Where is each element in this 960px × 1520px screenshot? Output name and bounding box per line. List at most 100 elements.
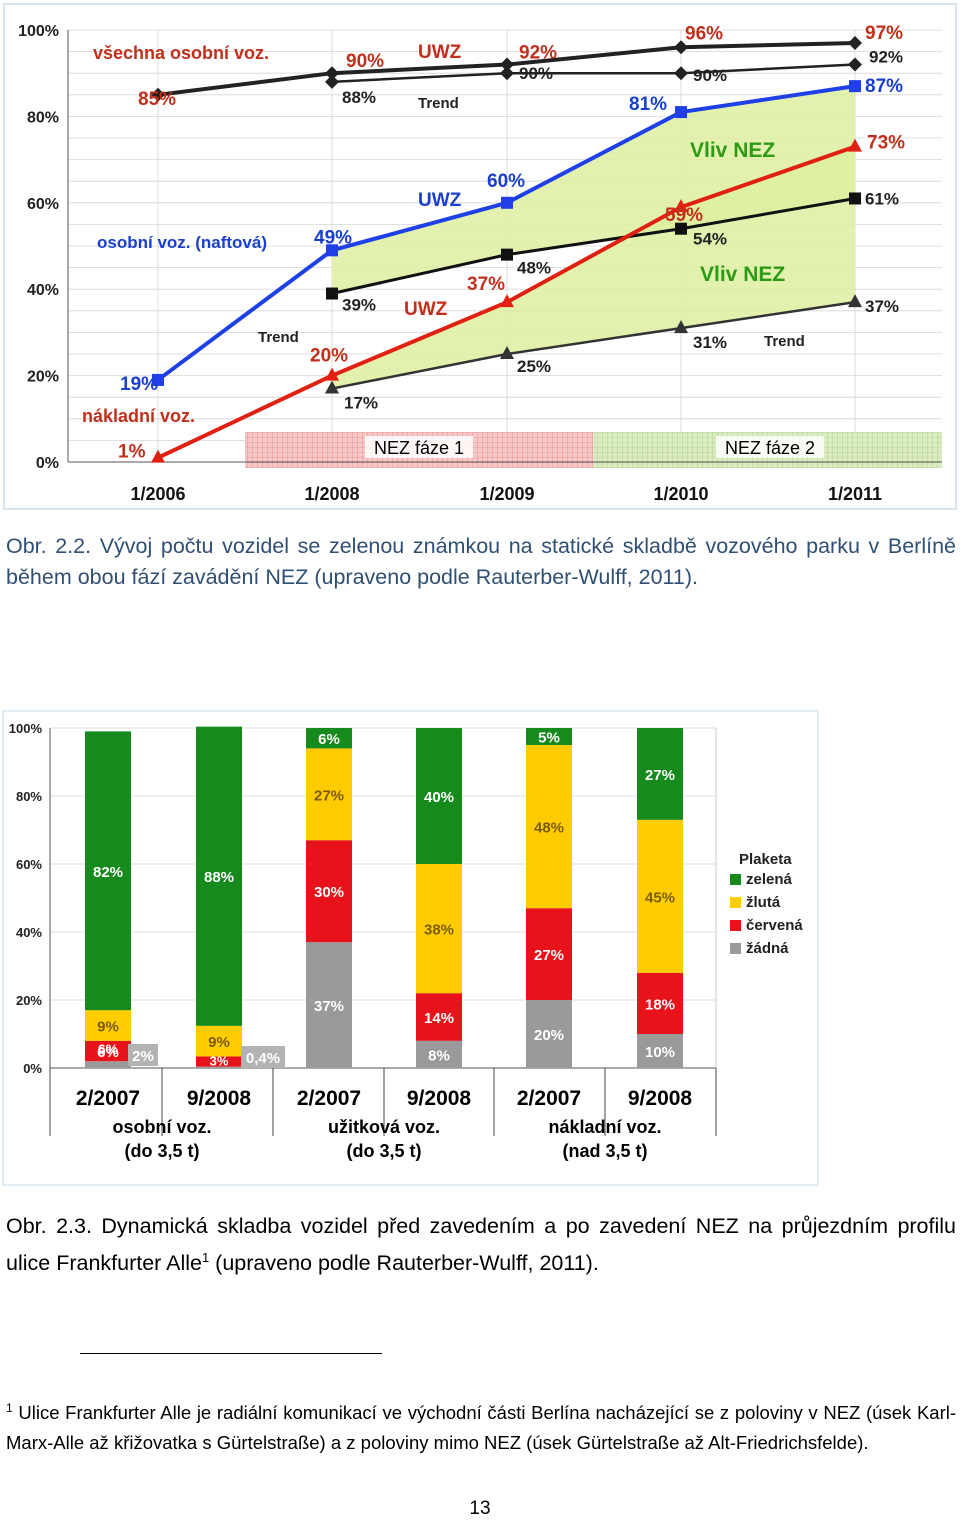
- uwz-annotation: UWZ: [418, 190, 462, 211]
- footnote-mark: 1: [6, 1401, 13, 1415]
- trucks-trend-data-label: 25%: [517, 357, 551, 376]
- trucks-series-marker: [848, 138, 862, 152]
- trucks-series-marker: [500, 294, 514, 308]
- none-plate-segment: [637, 1034, 683, 1068]
- diesel-cars-trend-data-label: 48%: [517, 259, 551, 278]
- trucks-trend-data-label: 17%: [344, 394, 378, 413]
- green-plate-segment: [416, 728, 462, 864]
- none-plate-segment: [85, 1061, 131, 1068]
- yellow-plate-label: 48%: [534, 820, 564, 837]
- all-cars-series-data-label: 92%: [519, 43, 557, 64]
- red-plate-segment: [85, 1040, 131, 1062]
- green-plate-label: 6%: [318, 731, 340, 748]
- red-plate-segment: [416, 993, 462, 1041]
- legend-label: červená: [746, 917, 803, 934]
- small-value-label-box: [128, 1044, 158, 1066]
- all-cars-trend-marker: [848, 57, 862, 72]
- diesel-nez-influence-band: [332, 86, 855, 294]
- none-plate-segment: [526, 1000, 572, 1068]
- x-tick-label: 1/2008: [304, 484, 359, 504]
- vliv-nez-annotation: Vliv NEZ: [700, 263, 785, 286]
- yellow-plate-label: 38%: [424, 922, 454, 939]
- uwz-annotation: UWZ: [418, 42, 462, 63]
- none-plate-label: 37%: [314, 998, 344, 1015]
- red-plate-label: 3%: [210, 1054, 229, 1069]
- vehicle-group-weight-label: (nad 3,5 t): [562, 1141, 647, 1161]
- none-plate-label: 10%: [645, 1044, 675, 1061]
- diesel-cars-series-data-label: 49%: [314, 227, 352, 248]
- trucks-trend-line: [331, 300, 856, 390]
- yellow-plate-label: 9%: [208, 1034, 230, 1051]
- x-tick-label: 1/2006: [130, 484, 185, 504]
- red-plate-label: 14%: [424, 1010, 454, 1027]
- footnote-reference[interactable]: 1: [201, 1250, 210, 1265]
- all-cars-trend-marker: [325, 74, 339, 89]
- diesel-cars-trend-marker: [501, 248, 513, 261]
- all-cars-series-data-label: 97%: [865, 23, 903, 44]
- green-plate-segment: [306, 728, 352, 749]
- green-plate-segment: [526, 728, 572, 745]
- red-plate-label: 18%: [645, 996, 675, 1013]
- trend-annotation: Trend: [258, 329, 299, 346]
- y-tick-label: 20%: [27, 369, 59, 386]
- none-plate-segment: [416, 1040, 462, 1068]
- phase-1-label: NEZ fáze 1: [374, 438, 464, 458]
- y-tick-label: 60%: [27, 196, 59, 213]
- red-plate-label: 6%: [97, 1044, 119, 1061]
- legend-swatch: [730, 920, 741, 931]
- diesel-cars-series-marker: [675, 106, 687, 119]
- vliv-nez-annotation: Vliv NEZ: [690, 139, 775, 162]
- yellow-plate-segment: [416, 864, 462, 994]
- diesel-series-label: osobní voz. (naftová): [97, 233, 267, 252]
- vehicle-group-label: užitková voz.: [328, 1117, 440, 1137]
- all-cars-trend-data-label: 88%: [342, 88, 376, 107]
- trucks-trend-marker: [674, 320, 688, 334]
- vehicle-group-label: osobní voz.: [113, 1117, 212, 1137]
- yellow-plate-segment: [85, 1010, 131, 1041]
- legend-title: Plaketa: [739, 851, 792, 868]
- all-cars-series-label: všechna osobní voz.: [93, 43, 269, 63]
- all-cars-series-marker: [151, 87, 165, 102]
- red-plate-label: 30%: [314, 884, 344, 901]
- green-plate-segment: [637, 728, 683, 820]
- yellow-plate-segment: [196, 1025, 242, 1057]
- y-tick-label: 20%: [16, 993, 42, 1008]
- red-plate-segment: [196, 1056, 242, 1067]
- all-cars-series-data-label: 90%: [346, 51, 384, 72]
- phase-2-label: NEZ fáze 2: [725, 438, 815, 458]
- vehicle-group-label: nákladní voz.: [548, 1117, 661, 1137]
- all-cars-series-marker: [848, 35, 862, 50]
- all-cars-trend-marker: [500, 66, 514, 81]
- figure-2-3-caption: Obr. 2.3. Dynamická skladba vozidel před…: [6, 1211, 956, 1279]
- diesel-cars-trend-marker: [326, 287, 338, 300]
- figure-2-3-caption-text: Obr. 2.3. Dynamická skladba vozidel před…: [6, 1214, 956, 1276]
- yellow-plate-segment: [637, 819, 683, 973]
- berlin-nez-line-chart: NEZ fáze 1 NEZ fáze 2 0% 20% 40% 60% 80% 100% 1/…: [3, 3, 957, 510]
- yellow-plate-segment: [526, 745, 572, 909]
- all-cars-trend-data-label: 92%: [869, 48, 903, 67]
- diesel-cars-trend-data-label: 39%: [342, 296, 376, 315]
- diesel-cars-series-marker: [152, 373, 164, 386]
- red-plate-label: 27%: [534, 947, 564, 964]
- trucks-trend-marker: [500, 346, 514, 359]
- legend-swatch: [730, 874, 741, 885]
- footnote-separator: [80, 1353, 382, 1354]
- yellow-plate-label: 45%: [645, 889, 675, 906]
- diesel-cars-series-data-label: 19%: [120, 374, 158, 395]
- diesel-cars-trend-marker: [675, 222, 687, 235]
- all-cars-series-data-label: 85%: [138, 89, 176, 110]
- y-tick-label: 80%: [16, 789, 42, 804]
- diesel-cars-series-data-label: 87%: [865, 76, 903, 97]
- trucks-trend-data-label: 31%: [693, 333, 727, 352]
- all-cars-series-marker: [500, 57, 514, 72]
- diesel-cars-trend-line: [331, 197, 856, 295]
- legend-label: žádná: [746, 940, 789, 957]
- green-plate-label: 40%: [424, 789, 454, 806]
- diesel-cars-trend-marker: [849, 192, 861, 205]
- trend-annotation: Trend: [418, 95, 459, 112]
- vehicle-group-weight-label: (do 3,5 t): [347, 1141, 422, 1161]
- red-plate-segment: [306, 840, 352, 943]
- figure-2-2-caption: Obr. 2.2. Vývoj počtu vozidel se zelenou…: [6, 534, 956, 589]
- y-tick-label: 60%: [16, 857, 42, 872]
- all-cars-trend-line: [331, 63, 856, 84]
